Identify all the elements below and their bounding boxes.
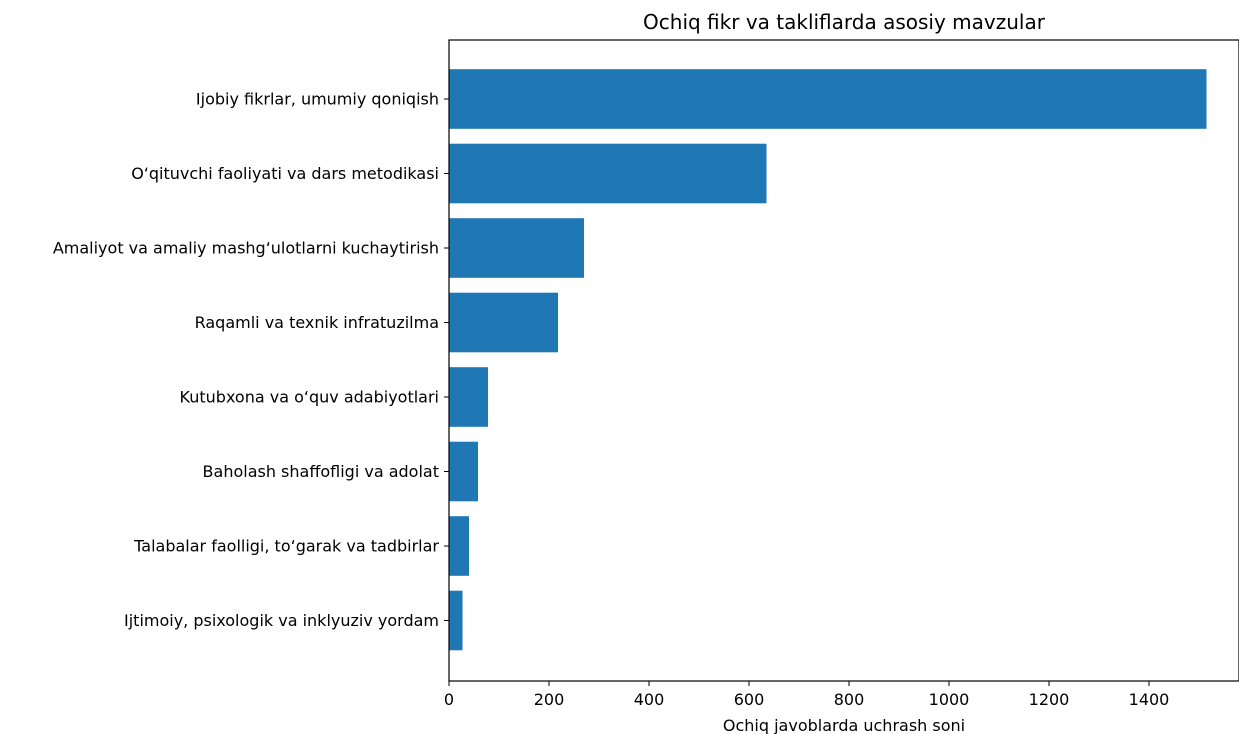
bar-7 <box>449 516 469 576</box>
category-label: Amaliyot va amaliy mashg‘ulotlarni kucha… <box>53 239 439 258</box>
bar-2 <box>449 143 767 204</box>
x-tick-label: 200 <box>534 690 565 709</box>
bar-8 <box>449 590 463 651</box>
bar-5 <box>449 367 488 427</box>
bar-4 <box>449 292 558 353</box>
x-tick-label: 1200 <box>1029 690 1070 709</box>
category-label: Kutubxona va o‘quv adabiyotlari <box>180 388 439 407</box>
category-label: O‘qituvchi faoliyati va dars metodikasi <box>131 164 439 183</box>
bars-layer <box>449 69 1207 651</box>
x-tick-label: 800 <box>834 690 865 709</box>
x-tick-label: 400 <box>634 690 665 709</box>
chart-title: Ochiq fikr va takliflarda asosiy mavzula… <box>643 10 1046 34</box>
x-tick-label: 1000 <box>929 690 970 709</box>
x-axis-ticks: 0 200 400 600 800 1000 1200 1400 <box>444 681 1169 709</box>
category-label: Talabalar faolligi, to‘garak va tadbirla… <box>133 537 439 556</box>
bar-3 <box>449 218 584 278</box>
x-tick-label: 1400 <box>1129 690 1170 709</box>
category-labels: Ijobiy fikrlar, umumiy qoniqish O‘qituvch… <box>53 90 449 630</box>
category-label: Ijobiy fikrlar, umumiy qoniqish <box>196 90 439 109</box>
x-tick-label: 0 <box>444 690 454 709</box>
x-axis-label: Ochiq javoblarda uchrash soni <box>723 716 965 734</box>
category-label: Baholash shaffofligi va adolat <box>203 462 439 481</box>
category-label: Raqamli va texnik infratuzilma <box>195 313 439 332</box>
bar-6 <box>449 441 478 502</box>
category-label: Ijtimoiy, psixologik va inklyuziv yordam <box>124 611 439 630</box>
x-tick-label: 600 <box>734 690 765 709</box>
plot-frame <box>448 39 1239 682</box>
bar-1 <box>449 69 1207 129</box>
